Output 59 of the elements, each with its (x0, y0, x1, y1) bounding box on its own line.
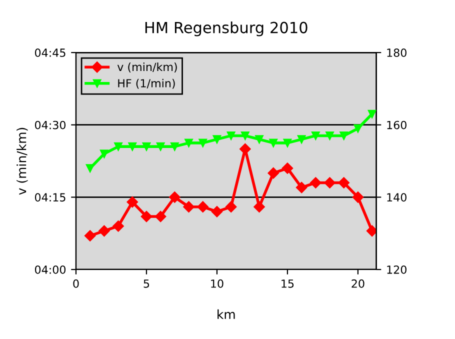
legend-label: HF (1/min) (118, 78, 175, 89)
point (211, 206, 223, 218)
point (114, 142, 122, 151)
point (225, 201, 237, 212)
x-tick-label: 15 (282, 280, 294, 288)
point (128, 142, 137, 151)
point (340, 132, 348, 140)
y-tick-label: 04:00 (34, 265, 66, 274)
point (100, 150, 108, 158)
point (184, 138, 193, 148)
point (212, 135, 222, 144)
point (352, 192, 364, 203)
point (326, 132, 334, 140)
y2-tick-label: 120 (387, 265, 406, 274)
point (154, 210, 166, 222)
point (268, 167, 279, 179)
point (226, 132, 236, 140)
x-tick-label: 0 (73, 279, 79, 288)
legend-label: v (min/km) (117, 62, 177, 72)
point (140, 210, 152, 222)
point (255, 135, 264, 144)
point (368, 110, 376, 118)
point (310, 177, 322, 188)
x-axis-title: km (218, 309, 235, 319)
x-tick-label: 20 (352, 279, 364, 288)
point (254, 201, 265, 212)
point (324, 177, 336, 188)
point (311, 132, 320, 140)
y2-tick-label: 160 (387, 120, 406, 130)
x-tick-label: 10 (211, 279, 224, 288)
point (169, 192, 180, 203)
x-tick-label: 5 (144, 280, 150, 288)
point (197, 201, 208, 212)
point (354, 124, 362, 133)
point (112, 220, 124, 232)
point (126, 196, 138, 208)
y-tick-label: 04:30 (34, 120, 66, 130)
point (156, 142, 165, 151)
point (98, 225, 110, 237)
y-axis-title: v (min/km) (16, 128, 28, 195)
chart-title: HM Regensburg 2010 (145, 21, 308, 36)
point (269, 138, 278, 148)
point (283, 138, 292, 148)
y2-tick-label: 140 (387, 193, 406, 202)
point (86, 164, 94, 172)
point (297, 135, 306, 144)
point (282, 162, 294, 174)
point (198, 138, 208, 148)
point (183, 201, 194, 212)
point (84, 230, 96, 242)
point (142, 142, 151, 151)
point (366, 225, 376, 237)
point (241, 132, 250, 140)
point (338, 177, 350, 188)
point (296, 182, 308, 194)
y2-tick-label: 180 (387, 48, 406, 57)
y-tick-label: 04:45 (34, 48, 66, 57)
point (170, 142, 179, 151)
y-tick-label: 04:15 (34, 193, 66, 202)
